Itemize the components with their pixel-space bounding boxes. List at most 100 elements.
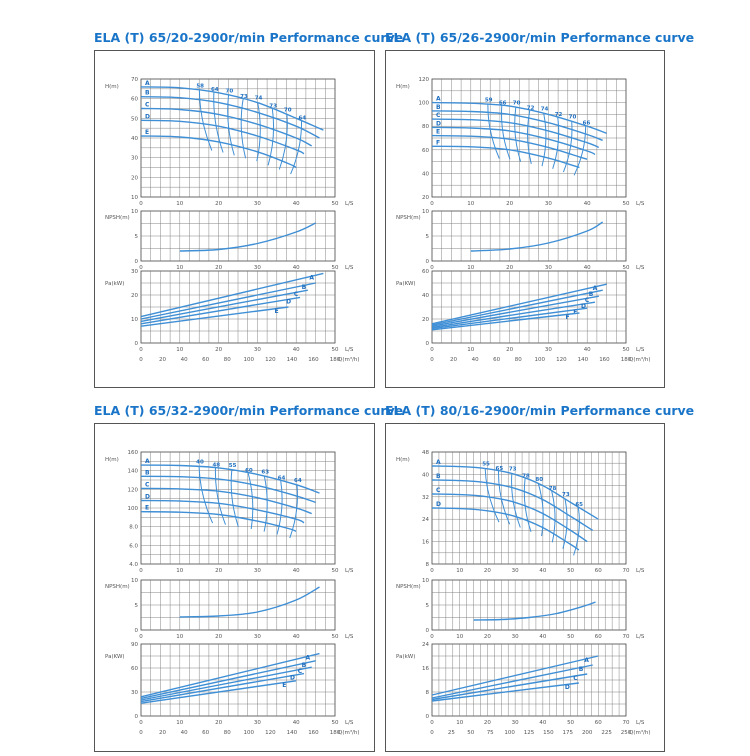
- p1-power-q-tick-label: 120: [265, 357, 276, 363]
- p2-head-series-line: [431, 118, 600, 149]
- p4-npsh-xtick-label: 60: [595, 634, 602, 640]
- p1-npsh-xunit: L/S: [345, 265, 354, 271]
- p2-power-q-tick-label: 120: [556, 357, 567, 363]
- p2-power-q-tick-label: 100: [535, 357, 546, 363]
- p4-npsh-xtick-label: 30: [512, 634, 519, 640]
- panel-title-1: ELA (T) 65/20-2900r/min Performance curv…: [94, 30, 404, 45]
- p2-head-series-label: E: [436, 129, 440, 136]
- p3-head-xtick-label: 40: [293, 568, 300, 574]
- p1-head-series-line: [140, 96, 320, 139]
- p2-npsh-yunit: NPSH(m): [396, 215, 421, 221]
- p1-head-efficiency-line: [240, 98, 247, 159]
- p2-head-efficiency-line: [501, 105, 511, 160]
- p3-npsh-ytick-label: 10: [131, 578, 138, 584]
- p3-power-q-tick-label: 100: [244, 730, 255, 736]
- p3-head-efficiency-line: [198, 466, 214, 524]
- p1-power-q-tick-label: 100: [244, 357, 255, 363]
- p1-head-series-line: [140, 86, 324, 131]
- p3-head-ytick-label: 140: [128, 469, 139, 475]
- p4-power-series-line: [431, 664, 593, 699]
- p3-power-q-unit: Q(m³/h): [338, 729, 360, 736]
- p3-power-q-tick-label: 140: [287, 730, 298, 736]
- p1-power-series-label: D: [286, 298, 291, 305]
- p3-head-efficiency-label: 64: [294, 478, 302, 484]
- p3-power-series-label: E: [282, 682, 286, 689]
- p2-power-xtick-label: 50: [623, 347, 630, 353]
- p4-power-q-tick-label: 125: [524, 730, 535, 736]
- p3-power-xunit: L/S: [345, 720, 354, 726]
- p1-npsh-xtick-label: 0: [139, 265, 143, 271]
- p1-head-efficiency-label: 70: [226, 88, 234, 94]
- panel-title-2: ELA (T) 65/26-2900r/min Performance curv…: [385, 30, 695, 45]
- p3-npsh-xunit: L/S: [345, 634, 354, 640]
- p3-head-xtick-label: 0: [139, 568, 143, 574]
- p2-power-q-tick-label: 40: [472, 357, 479, 363]
- p3-head-series-label: C: [145, 481, 150, 488]
- p2-head-series-label: D: [436, 120, 441, 127]
- p2-head-efficiency-line: [514, 107, 522, 162]
- p1-head-efficiency-label: 74: [255, 96, 263, 102]
- chart-svg-2: 0 10 20 30 40 5020406080100120L/SH(m)ABCDEF59…: [396, 77, 651, 363]
- p3-npsh-xtick-label: 50: [332, 634, 339, 640]
- p3-head-xunit: L/S: [345, 568, 354, 574]
- p4-power-xtick-label: 50: [567, 720, 574, 726]
- p4-npsh-xtick-label: 40: [539, 634, 546, 640]
- p4-power-series-line: [431, 682, 579, 702]
- p4-head-efficiency-label: 78: [549, 486, 557, 492]
- p2-power-series-line: [431, 295, 599, 327]
- p1-head-series-label: E: [145, 129, 149, 136]
- p1-head-efficiency-line: [278, 114, 288, 170]
- p4-power-series-label: A: [584, 657, 589, 664]
- p2-power-xtick-label: 0: [430, 347, 434, 353]
- p2-head-xtick-label: 40: [584, 201, 591, 207]
- p2-power-series-label: B: [589, 291, 594, 298]
- p3-npsh-xtick-label: 0: [139, 634, 143, 640]
- p3-npsh-series-line: [179, 586, 320, 618]
- p4-npsh-yunit: NPSH(m): [396, 584, 421, 590]
- p2-npsh-xtick-label: 10: [467, 265, 474, 271]
- p1-head-series-label: B: [145, 90, 150, 97]
- p1-head-xtick-label: 50: [332, 201, 339, 207]
- p4-head-series-label: B: [436, 473, 441, 480]
- p3-head-ytick-label: 120: [128, 487, 139, 493]
- p3-power-xtick-label: 10: [176, 720, 183, 726]
- p2-head-xtick-label: 30: [545, 201, 552, 207]
- p2-head-series-line: [431, 101, 607, 134]
- p3-head-yunit: H(m): [105, 457, 119, 463]
- p4-power-xtick-label: 10: [456, 720, 463, 726]
- p3-head-ytick-label: 4.0: [129, 562, 138, 568]
- p3-power-series-label: A: [305, 655, 310, 662]
- p1-power-q-tick-label: 20: [159, 357, 166, 363]
- p2-power-ytick-label: 60: [422, 269, 429, 275]
- p3-head-efficiency-line: [276, 480, 283, 535]
- p4-power-xunit: L/S: [636, 720, 645, 726]
- p2-head-efficiency-label: 66: [499, 101, 507, 107]
- p2-power-series-label: A: [593, 285, 598, 292]
- p2-npsh-xtick-label: 50: [623, 265, 630, 271]
- p2-power-xunit: L/S: [636, 347, 645, 353]
- p2-power-xtick-label: 20: [506, 347, 513, 353]
- p3-power-q-tick-label: 20: [159, 730, 166, 736]
- p3-head-efficiency-line: [263, 476, 268, 532]
- p3-head-series-line: [140, 511, 297, 532]
- p3-power-series-line: [140, 660, 316, 700]
- p1-power-xtick-label: 20: [215, 347, 222, 353]
- p1-npsh-ytick-label: 10: [131, 209, 138, 215]
- p1-head-xtick-label: 30: [254, 201, 261, 207]
- p4-head-series-line: [431, 493, 588, 543]
- p2-head-efficiency-line: [562, 121, 573, 173]
- p1-power-q-unit: Q(m³/h): [338, 356, 360, 363]
- p1-head-efficiency-label: 64: [211, 87, 219, 93]
- p1-head-efficiency-line: [227, 95, 235, 156]
- p3-power-xtick-label: 0: [139, 720, 143, 726]
- p4-npsh-ytick-label: 0: [426, 628, 430, 634]
- p1-npsh-xtick-label: 30: [254, 265, 261, 271]
- p2-power-series-label: C: [585, 297, 590, 304]
- p4-head-efficiency-label: 73: [562, 492, 570, 498]
- p1-head-efficiency-label: 58: [196, 83, 204, 89]
- p1-head-series-label: D: [145, 113, 150, 120]
- p4-power-series-label: B: [579, 666, 584, 673]
- p2-power-q-tick-label: 160: [599, 357, 610, 363]
- p2-power-xtick-label: 40: [584, 347, 591, 353]
